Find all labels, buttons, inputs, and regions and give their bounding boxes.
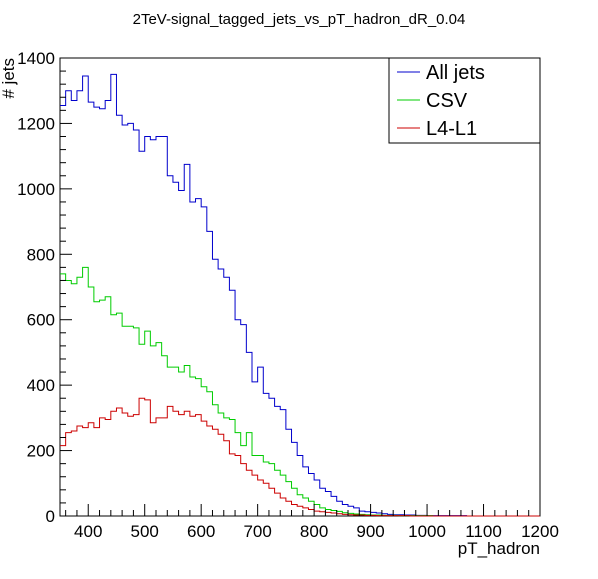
y-tick-label: 800: [27, 245, 55, 264]
y-tick-label: 600: [27, 311, 55, 330]
x-tick-label: 1000: [408, 522, 446, 541]
x-tick-label: 500: [131, 522, 159, 541]
x-tick-label: 900: [356, 522, 384, 541]
x-tick-label: 1200: [521, 522, 559, 541]
y-tick-label: 200: [27, 442, 55, 461]
y-tick-label: 0: [46, 507, 55, 526]
series-line-2: [60, 266, 540, 517]
y-tick-label: 1000: [17, 180, 55, 199]
y-tick-label: 400: [27, 376, 55, 395]
plot-frame: [59, 57, 541, 517]
legend-label-2: CSV: [426, 90, 468, 112]
legend-label-1: All jets: [426, 62, 485, 84]
chart-title: 2TeV-signal_tagged_jets_vs_pT_hadron_dR_…: [133, 11, 466, 28]
x-tick-label: 600: [187, 522, 215, 541]
x-tick-label: 800: [300, 522, 328, 541]
legend-label-3: L4-L1: [426, 118, 477, 140]
legend-entries: All jets CSV L4-L1: [397, 62, 485, 140]
x-tick-label: 400: [74, 522, 102, 541]
y-axis-label: # jets: [0, 58, 18, 99]
x-axis-label: pT_hadron: [458, 539, 540, 558]
y-tick-label: 1400: [17, 49, 55, 68]
axis-layer: 400 500 600 700 800 900 1000 1100 1200 0 200 400 600…: [17, 49, 559, 541]
y-tick-label: 1200: [17, 114, 55, 133]
x-tick-label: 1100: [465, 522, 502, 541]
x-tick-label: 700: [243, 522, 271, 541]
legend: All jets CSV L4-L1: [388, 57, 541, 144]
series-line-3: [60, 397, 540, 517]
